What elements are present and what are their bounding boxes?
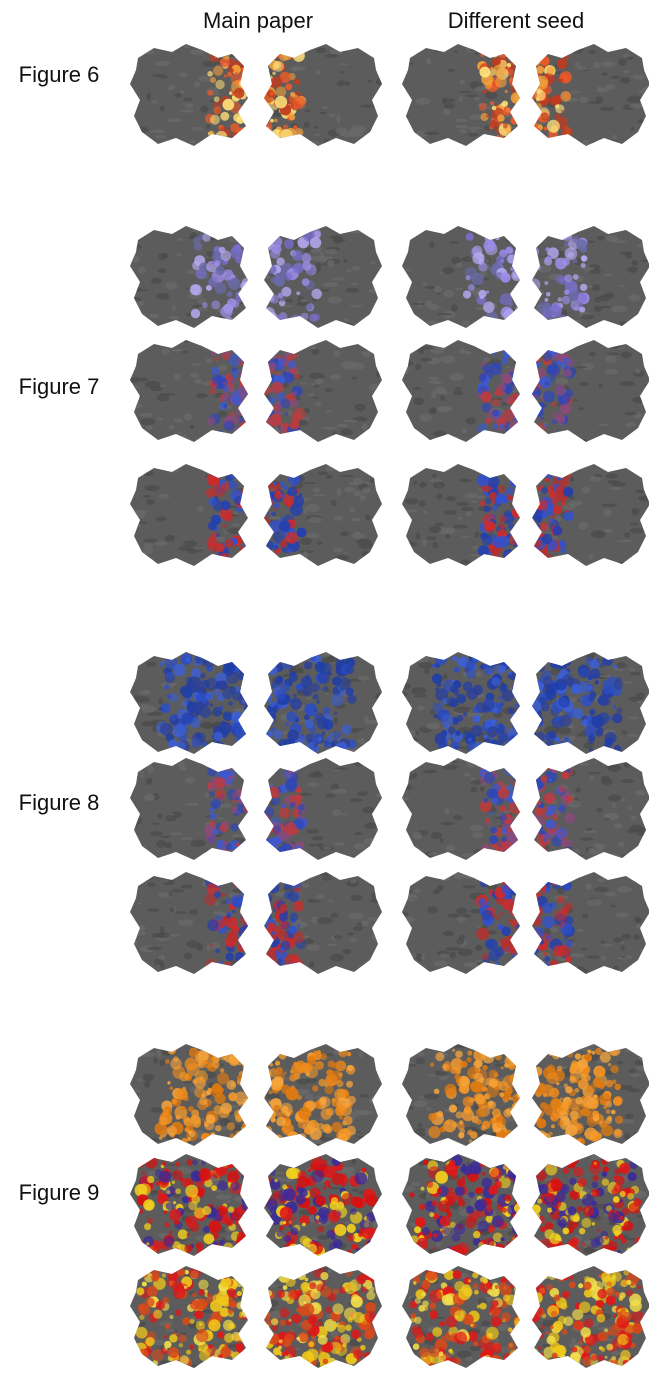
flatmap-fig8-row3-main-left	[128, 868, 250, 980]
flatmap-fig8-row1-main-right	[262, 648, 384, 760]
flatmap-fig9-row1-seed-right	[530, 1040, 649, 1152]
flatmap-fig8-row2-seed-left	[400, 754, 522, 866]
flatmap-fig8-row3-main-right	[262, 868, 384, 980]
flatmap-fig9-row2-seed-left	[400, 1150, 522, 1262]
flatmap-fig7-row1-seed-right	[530, 222, 649, 334]
flatmap-fig7-row2-seed-right	[530, 336, 649, 448]
flatmap-fig9-row1-main-left	[128, 1040, 250, 1152]
flatmap-fig9-row3-seed-right	[530, 1262, 649, 1374]
column-header-main: Main paper	[128, 8, 388, 34]
flatmap-fig9-row1-seed-left	[400, 1040, 522, 1152]
flatmap-fig9-row3-seed-left	[400, 1262, 522, 1374]
flatmap-fig7-row3-seed-left	[400, 460, 522, 572]
flatmap-fig9-row3-main-right	[262, 1262, 384, 1374]
figure-label-9: Figure 9	[0, 1180, 118, 1206]
flatmap-fig9-row2-main-right	[262, 1150, 384, 1262]
column-header-seed: Different seed	[386, 8, 646, 34]
flatmap-fig9-row1-main-right	[262, 1040, 384, 1152]
flatmap-fig9-row2-seed-right	[530, 1150, 649, 1262]
flatmap-fig8-row1-main-left	[128, 648, 250, 760]
flatmap-fig8-row2-main-right	[262, 754, 384, 866]
flatmap-fig8-row3-seed-right	[530, 868, 649, 980]
flatmap-fig7-row1-seed-left	[400, 222, 522, 334]
flatmap-fig8-row1-seed-left	[400, 648, 522, 760]
flatmap-fig7-row1-main-right	[262, 222, 384, 334]
flatmap-fig9-row2-main-left	[128, 1150, 250, 1262]
flatmap-fig8-row2-main-left	[128, 754, 250, 866]
figure-label-6: Figure 6	[0, 62, 118, 88]
flatmap-fig7-row3-main-right	[262, 460, 384, 572]
flatmap-fig6-row1-main-right	[262, 40, 384, 152]
flatmap-fig7-row2-main-left	[128, 336, 250, 448]
flatmap-fig6-row1-seed-right	[530, 40, 649, 152]
flatmap-fig7-row3-seed-right	[530, 460, 649, 572]
flatmap-fig8-row2-seed-right	[530, 754, 649, 866]
flatmap-fig7-row1-main-left	[128, 222, 250, 334]
flatmap-fig6-row1-seed-left	[400, 40, 522, 152]
figure-label-7: Figure 7	[0, 374, 118, 400]
flatmap-fig8-row3-seed-left	[400, 868, 522, 980]
flatmap-fig9-row3-main-left	[128, 1262, 250, 1374]
flatmap-fig7-row2-seed-left	[400, 336, 522, 448]
flatmap-fig7-row3-main-left	[128, 460, 250, 572]
flatmap-fig8-row1-seed-right	[530, 648, 649, 760]
figure-label-8: Figure 8	[0, 790, 118, 816]
flatmap-fig7-row2-main-right	[262, 336, 384, 448]
flatmap-fig6-row1-main-left	[128, 40, 250, 152]
